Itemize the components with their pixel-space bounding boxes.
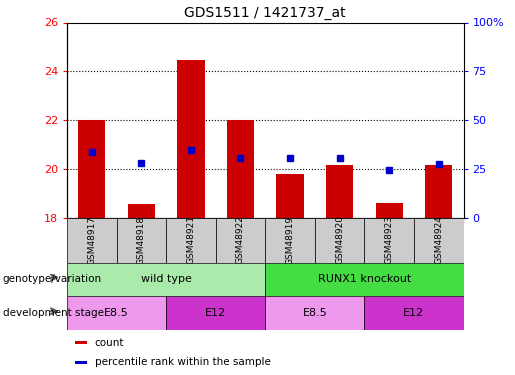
Text: percentile rank within the sample: percentile rank within the sample [95, 357, 270, 368]
Bar [365, 296, 464, 330]
Text: GSM48918: GSM48918 [137, 215, 146, 265]
Text: E12: E12 [205, 308, 226, 318]
Bar [116, 217, 166, 262]
Bar [75, 341, 87, 344]
Bar [227, 120, 254, 218]
Text: E8.5: E8.5 [302, 308, 327, 318]
Text: GSM48921: GSM48921 [186, 216, 195, 264]
Bar [216, 217, 265, 262]
Text: development stage: development stage [3, 308, 104, 318]
Text: count: count [95, 338, 124, 348]
Bar [166, 296, 265, 330]
Text: GSM48920: GSM48920 [335, 216, 344, 264]
Bar [277, 174, 304, 217]
Bar [414, 217, 464, 262]
Bar [166, 217, 216, 262]
Bar [67, 262, 265, 296]
Bar [67, 217, 116, 262]
Bar [375, 203, 403, 217]
Bar [365, 217, 414, 262]
Bar [265, 296, 365, 330]
Bar [265, 262, 464, 296]
Text: GSM48919: GSM48919 [285, 215, 295, 265]
Bar [78, 120, 106, 218]
Text: genotype/variation: genotype/variation [3, 274, 101, 284]
Bar [425, 165, 452, 218]
Bar [315, 217, 365, 262]
Bar [67, 296, 166, 330]
Bar [128, 204, 155, 218]
Text: RUNX1 knockout: RUNX1 knockout [318, 274, 411, 284]
Text: E12: E12 [403, 308, 424, 318]
Title: GDS1511 / 1421737_at: GDS1511 / 1421737_at [184, 6, 346, 20]
Text: GSM48922: GSM48922 [236, 216, 245, 264]
Bar [177, 60, 204, 217]
Bar [265, 217, 315, 262]
Bar [75, 361, 87, 364]
Text: GSM48924: GSM48924 [434, 216, 443, 264]
Bar [326, 165, 353, 218]
Text: wild type: wild type [141, 274, 192, 284]
Text: E8.5: E8.5 [104, 308, 129, 318]
Text: GSM48923: GSM48923 [385, 216, 393, 264]
Text: GSM48917: GSM48917 [87, 215, 96, 265]
